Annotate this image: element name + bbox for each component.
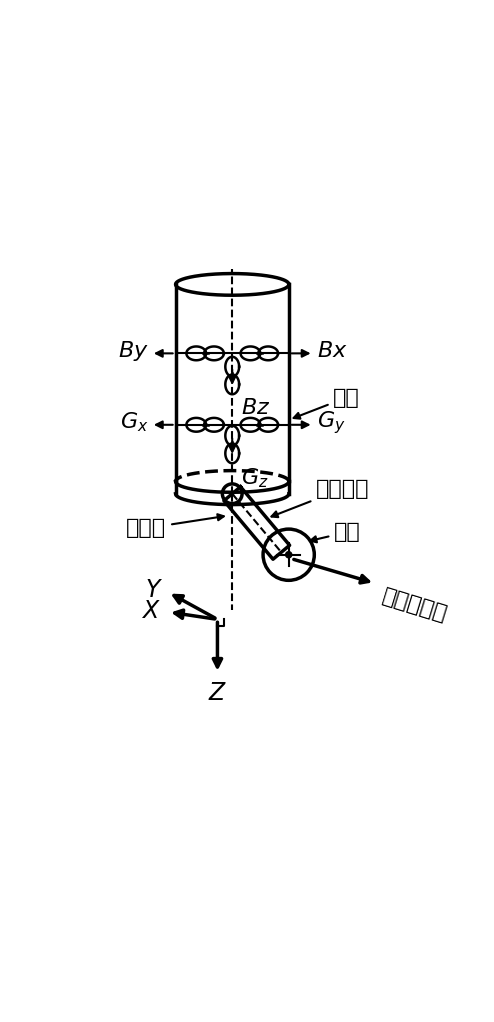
Text: $G_y$: $G_y$ (318, 409, 346, 435)
Text: 探管: 探管 (293, 387, 360, 419)
Text: 钻头: 钻头 (310, 522, 361, 543)
Text: 工具面: 工具面 (126, 514, 224, 539)
Circle shape (286, 552, 292, 558)
Text: $By$: $By$ (118, 339, 149, 363)
Text: $Z$: $Z$ (208, 681, 227, 705)
Text: 造斜工具: 造斜工具 (272, 479, 370, 517)
Text: $Bx$: $Bx$ (318, 341, 348, 361)
Text: $Y$: $Y$ (145, 577, 163, 602)
Text: $G_z$: $G_z$ (241, 467, 269, 491)
Text: $Bz$: $Bz$ (241, 398, 270, 418)
Text: 工具面向线: 工具面向线 (380, 586, 450, 624)
Text: $X$: $X$ (141, 599, 161, 622)
Text: $G_x$: $G_x$ (120, 411, 149, 434)
